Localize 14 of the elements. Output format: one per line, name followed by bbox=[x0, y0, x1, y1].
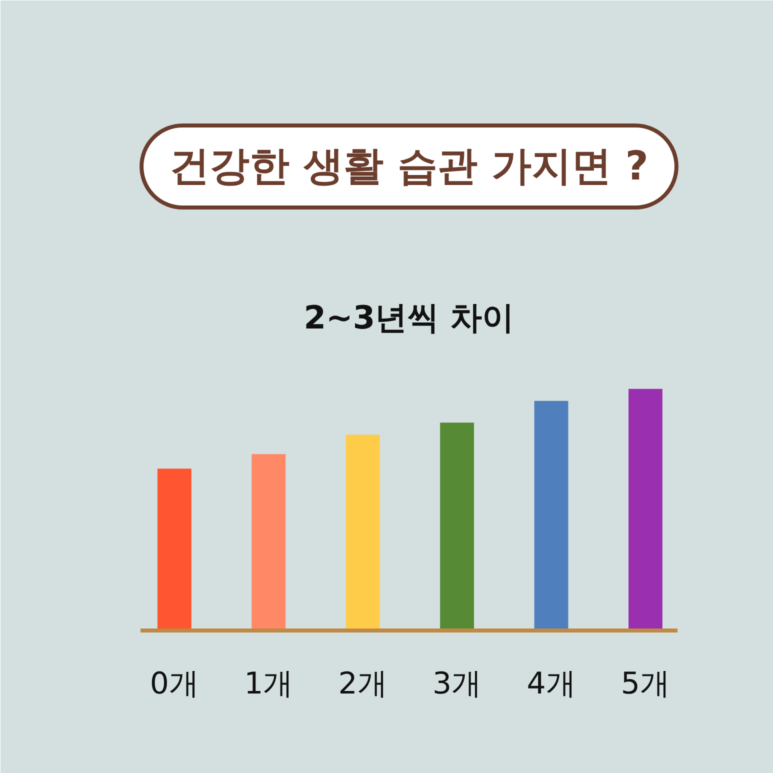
bar bbox=[628, 388, 662, 630]
chart-subtitle: 2~3년씩 차이 bbox=[304, 298, 514, 336]
x-tick-label: 2개 bbox=[338, 666, 388, 702]
chart-title: 건강한 생활 습관 가지면 ? bbox=[170, 144, 648, 190]
x-tick-label: 4개 bbox=[526, 666, 576, 702]
bar bbox=[534, 400, 568, 630]
bar bbox=[346, 434, 380, 630]
bar bbox=[252, 454, 286, 630]
x-tick-label: 0개 bbox=[150, 666, 199, 702]
x-tick-label: 5개 bbox=[620, 666, 670, 702]
bar bbox=[440, 422, 474, 630]
x-tick-label: 1개 bbox=[244, 666, 294, 702]
x-tick-label: 3개 bbox=[432, 666, 482, 702]
bar bbox=[157, 468, 192, 630]
